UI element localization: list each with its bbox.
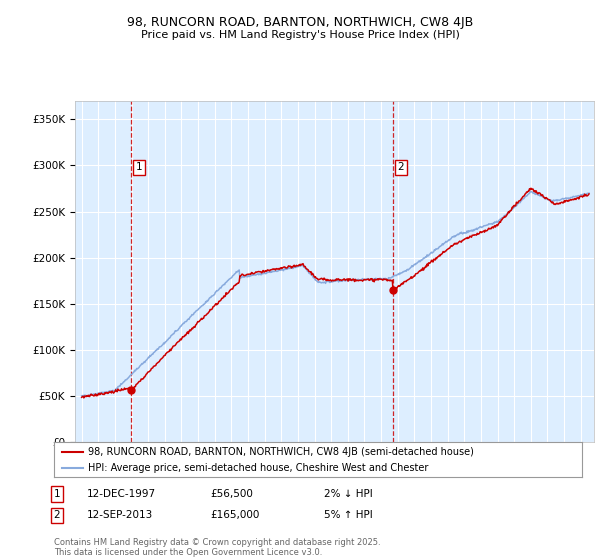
Text: Contains HM Land Registry data © Crown copyright and database right 2025.
This d: Contains HM Land Registry data © Crown c… [54,538,380,557]
Text: 98, RUNCORN ROAD, BARNTON, NORTHWICH, CW8 4JB: 98, RUNCORN ROAD, BARNTON, NORTHWICH, CW… [127,16,473,29]
Text: £165,000: £165,000 [210,510,259,520]
Text: 2: 2 [398,162,404,172]
Text: 2: 2 [53,510,61,520]
Text: 98, RUNCORN ROAD, BARNTON, NORTHWICH, CW8 4JB (semi-detached house): 98, RUNCORN ROAD, BARNTON, NORTHWICH, CW… [88,447,474,457]
Text: 12-SEP-2013: 12-SEP-2013 [87,510,153,520]
Text: 5% ↑ HPI: 5% ↑ HPI [324,510,373,520]
Text: Price paid vs. HM Land Registry's House Price Index (HPI): Price paid vs. HM Land Registry's House … [140,30,460,40]
Text: 1: 1 [53,489,61,499]
Text: 12-DEC-1997: 12-DEC-1997 [87,489,156,499]
Text: 1: 1 [136,162,142,172]
Text: £56,500: £56,500 [210,489,253,499]
Text: HPI: Average price, semi-detached house, Cheshire West and Chester: HPI: Average price, semi-detached house,… [88,463,428,473]
Text: 2% ↓ HPI: 2% ↓ HPI [324,489,373,499]
